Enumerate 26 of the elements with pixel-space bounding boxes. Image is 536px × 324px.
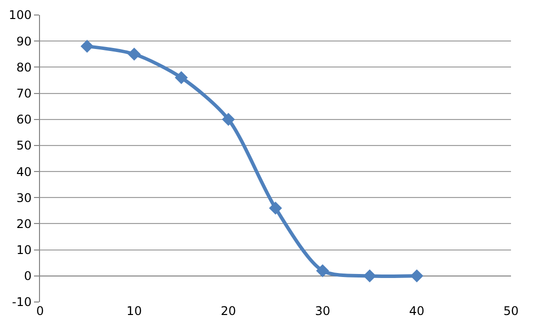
y-tick-label: 70	[16, 86, 32, 100]
point	[410, 269, 424, 282]
x-tick-label: 10	[126, 304, 142, 318]
y-tick-label: 50	[16, 138, 32, 153]
y-tick-label: 60	[16, 112, 32, 127]
point	[222, 112, 235, 126]
point	[269, 202, 282, 215]
y-tick-label: 10	[16, 243, 32, 258]
y-tick-label: 100	[8, 8, 32, 22]
x-tick-label: 30	[314, 304, 330, 318]
x-tick-label: 0	[36, 304, 44, 318]
point	[174, 71, 188, 84]
point	[316, 264, 330, 278]
y-tick-label: -10	[12, 295, 32, 310]
x-tick-label: 40	[409, 304, 424, 318]
y-tick-label: 80	[16, 60, 32, 74]
point	[128, 48, 141, 61]
y-tick-label: 90	[16, 34, 32, 48]
point	[80, 40, 94, 53]
y-tick-label: 0	[24, 269, 32, 284]
y-tick-label: 40	[16, 164, 32, 179]
y-tick-label: 20	[16, 216, 32, 231]
point	[363, 269, 376, 282]
y-tick-label: 30	[16, 190, 32, 205]
x-tick-label: 50	[503, 304, 519, 318]
x-tick-label: 20	[220, 304, 236, 318]
